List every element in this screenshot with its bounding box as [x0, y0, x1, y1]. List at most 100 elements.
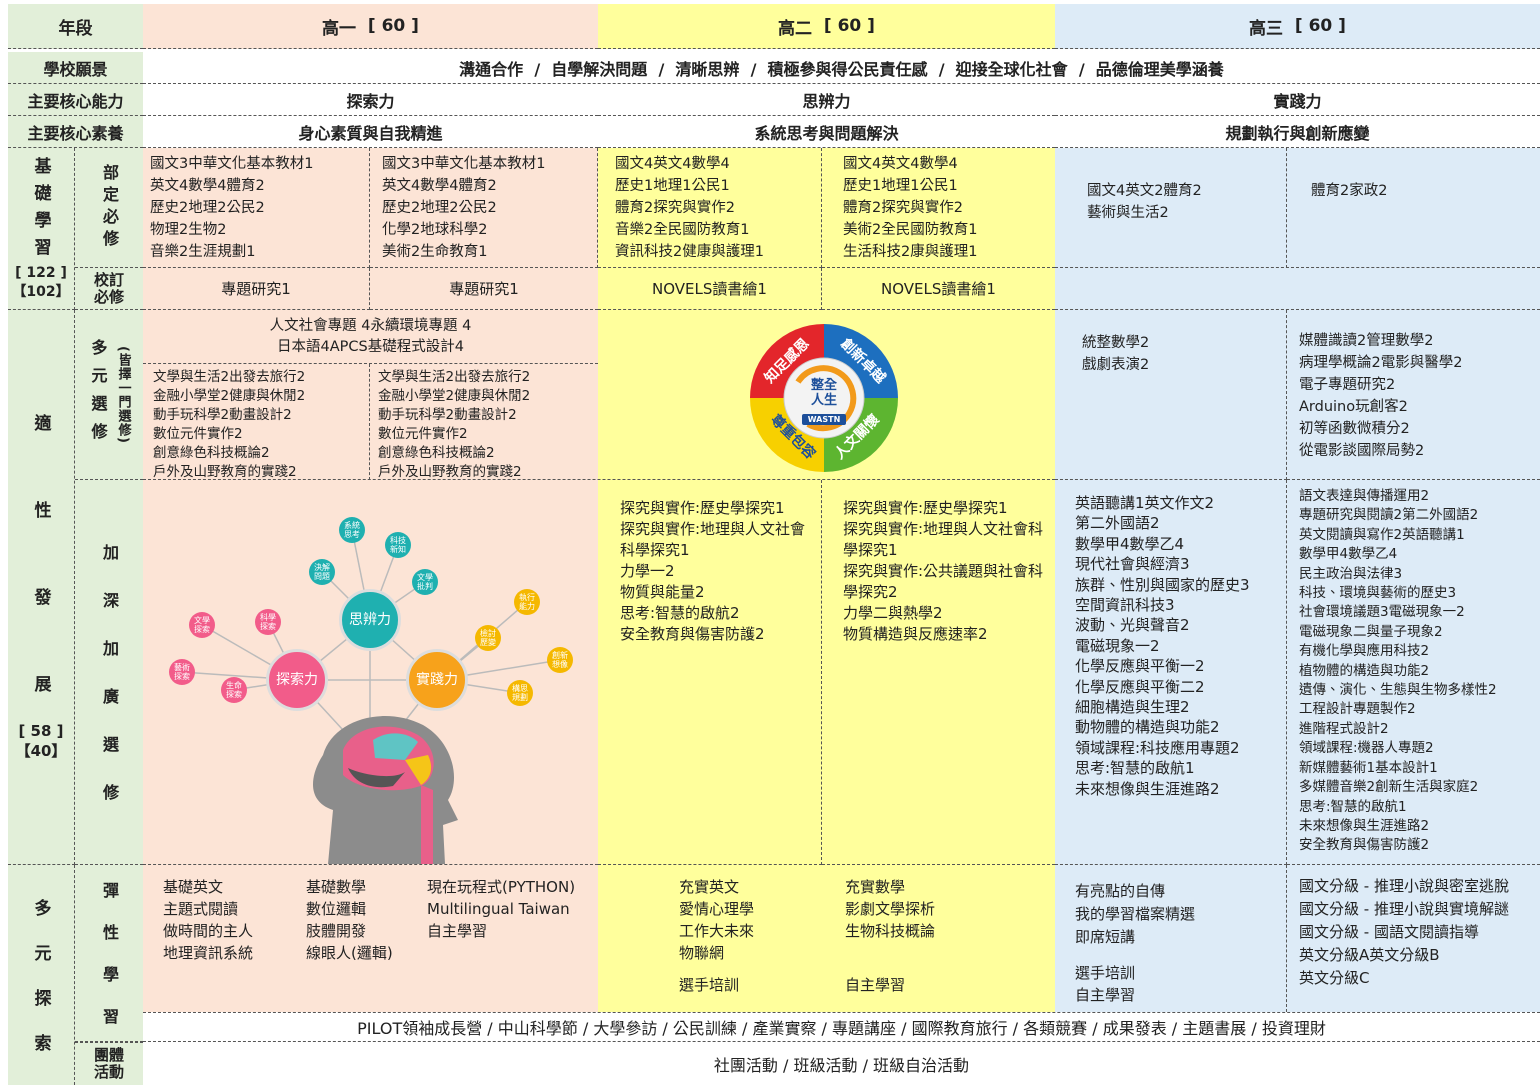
- idea-node: 文學探索: [189, 612, 215, 638]
- course-line: 愛情心理學: [679, 898, 819, 920]
- course: 遺傳、演化、生態與生物多樣性2: [1299, 682, 1497, 699]
- section-credits: 【40】: [15, 741, 67, 760]
- course-line: 物聯網: [679, 942, 819, 964]
- course: 歷史1: [843, 178, 882, 194]
- course: 數學4: [420, 178, 459, 194]
- course: 地理1: [881, 178, 920, 194]
- grade-header: 高二 [ 60 ]: [598, 4, 1055, 49]
- course-line: 數位邏輯: [306, 898, 426, 920]
- course-line: 物質構造與反應速率2: [843, 624, 1045, 645]
- brain: [405, 755, 432, 785]
- row-divider: [143, 310, 1055, 480]
- course: 第二外國語2: [1075, 514, 1160, 533]
- course: 創新生活與家庭2: [1375, 779, 1479, 796]
- course: 空間資訊科技3: [1075, 596, 1175, 615]
- course: 管理數學2: [1366, 333, 1434, 349]
- course: 物質與能量2: [620, 583, 705, 601]
- course: 探究與實作2: [653, 200, 735, 216]
- course: 化學2: [382, 222, 421, 238]
- course: 多媒體音樂2: [1299, 779, 1376, 796]
- idea-label: 決解問題: [314, 563, 330, 581]
- course: 做時間的主人: [163, 922, 254, 940]
- grade-credits: [ 60 ]: [1294, 16, 1346, 36]
- course-line: 數學甲4數學乙4: [1299, 545, 1540, 564]
- course-cell: 語文表達與傳播運用2 專題研究與閱讀2第二外國語2 英文閱讀與寫作2英語聽講1 數學甲…: [1287, 480, 1540, 865]
- course: 體育2: [1311, 183, 1350, 199]
- vision-text: 溝通合作 / 自學解決問題 / 清晰思辨 / 積極參與得公民責任感 / 迎接全球…: [143, 52, 1540, 84]
- course: 專題研究1: [143, 268, 370, 310]
- course-line: 基礎數學: [306, 876, 426, 898]
- course: 創意綠色科技概論2: [378, 445, 495, 461]
- idea-node: 文學批判: [412, 569, 438, 595]
- activities: PILOT領袖成長營 / 中山科學節 / 大學參訪 / 公民訓練 / 產業實察 …: [143, 1012, 1540, 1042]
- row-divider: [75, 1042, 143, 1043]
- course: 體育2: [843, 200, 882, 216]
- course: 選手培訓: [1075, 964, 1136, 982]
- course-line: 安全教育與傷害防護2: [620, 624, 811, 645]
- course-cell: 統整數學2 戲劇表演2: [1055, 310, 1287, 480]
- course: 工作大未來: [679, 922, 755, 940]
- course: 即席短講: [1075, 928, 1136, 946]
- grade-credits: [ 60 ]: [367, 16, 419, 36]
- sub-label: 團體活動: [75, 1042, 143, 1085]
- course: 影劇文學探析: [845, 900, 936, 918]
- course-line: 國文4英文2體育2: [1087, 180, 1286, 202]
- course: 英文4: [881, 156, 920, 172]
- course-line: 線眼人(邏輯): [306, 942, 426, 964]
- course-line: 國文4英文4數學4: [615, 153, 821, 175]
- row-label: 學校願景: [8, 52, 143, 84]
- course-cell: 人文社會專題 4永續環境專題 4 日本語4APCS基礎程式設計4: [143, 316, 598, 364]
- course: 全民國防教育1: [653, 222, 750, 238]
- idea-node: 構思規劃: [507, 680, 533, 706]
- idea-label: 系統思考: [344, 521, 360, 539]
- course: 地理2: [420, 200, 459, 216]
- course: 數學乙4: [1348, 546, 1398, 563]
- course-cell: 國文分級 - 推理小說與密室逃脫 國文分級 - 推理小說與實境解謎 國文分級 - 國…: [1287, 865, 1540, 1012]
- course: 未來想像與生涯進路2: [1299, 817, 1430, 834]
- sub-label: 校訂必修: [75, 268, 143, 310]
- course: 動手玩科學2: [378, 407, 455, 423]
- core-literacy: 系統思考與問題解決: [598, 116, 1055, 148]
- core-literacy: 身心素質與自我精進: [143, 116, 598, 148]
- course: 電影與醫學2: [1380, 355, 1463, 371]
- grade-name: 高一: [322, 18, 357, 39]
- course-cell: 英語聽講1英文作文2 第二外國語2 數學甲4數學乙4 現代社會與經濟3 族群、性別與國家…: [1055, 480, 1287, 865]
- grade-background: [598, 148, 1055, 1012]
- course-line: 肢體開發: [306, 920, 426, 942]
- course-cell: 媒體識讀2管理數學2 病理學概論2電影與醫學2 電子專題研究2 Arduino玩創客2…: [1287, 310, 1540, 480]
- course-cell: 現在玩程式(PYTHON) Multilingual Taiwan 自主學習: [427, 876, 597, 942]
- course-cell: 基礎英文 主題式閱讀 做時間的主人 地理資訊系統: [163, 876, 303, 964]
- course: 體育2: [226, 178, 265, 194]
- course: 國文4: [615, 156, 654, 172]
- course: 國文分級 - 國語文閱讀指導: [1299, 923, 1479, 941]
- course-line: 選手培訓: [1075, 962, 1275, 984]
- course: 數學甲4: [1299, 546, 1349, 563]
- section-label: 多元探索: [8, 865, 75, 1085]
- sub-note: (皆擇一門選修): [115, 345, 131, 444]
- course-line: 數位元件實作2: [153, 425, 369, 444]
- course: 探究與實作:歷史學探究1: [843, 499, 1008, 517]
- core-node: 思辨力: [339, 589, 401, 651]
- course-line: 現代社會與經濟3: [1075, 554, 1286, 574]
- course: 電磁現象一2: [1075, 636, 1160, 655]
- course: 生涯規劃1: [188, 244, 256, 260]
- grade-header: 高一 [ 60 ]: [143, 4, 598, 49]
- course: 國文分級 - 推理小說與實境解謎: [1299, 900, 1509, 918]
- course-cell: 國文4英文2體育2 藝術與生活2: [1055, 148, 1287, 268]
- course: 家政2: [1349, 183, 1388, 199]
- course-line: 思考:智慧的啟航1: [1299, 798, 1540, 817]
- course-line: 日本語4APCS基礎程式設計4: [143, 337, 598, 358]
- course: 初等函數微積分2: [1299, 421, 1410, 437]
- course: 安全教育與傷害防護2: [1299, 837, 1430, 854]
- course-line: 未來想像與生涯進路2: [1075, 779, 1286, 799]
- course: Multilingual Taiwan: [427, 900, 570, 918]
- course-cell: 基礎數學 數位邏輯 肢體開發 線眼人(邏輯): [306, 876, 426, 964]
- course: 英文作文2: [1144, 494, 1215, 512]
- course: 物質構造與反應速率2: [843, 625, 988, 643]
- course-line: 探究與實作:歷史學探究1: [843, 498, 1045, 519]
- course-line: 統整數學2: [1082, 332, 1286, 354]
- sub-title: 團體活動: [93, 1045, 124, 1081]
- course-line: 電磁現象一2: [1075, 636, 1286, 656]
